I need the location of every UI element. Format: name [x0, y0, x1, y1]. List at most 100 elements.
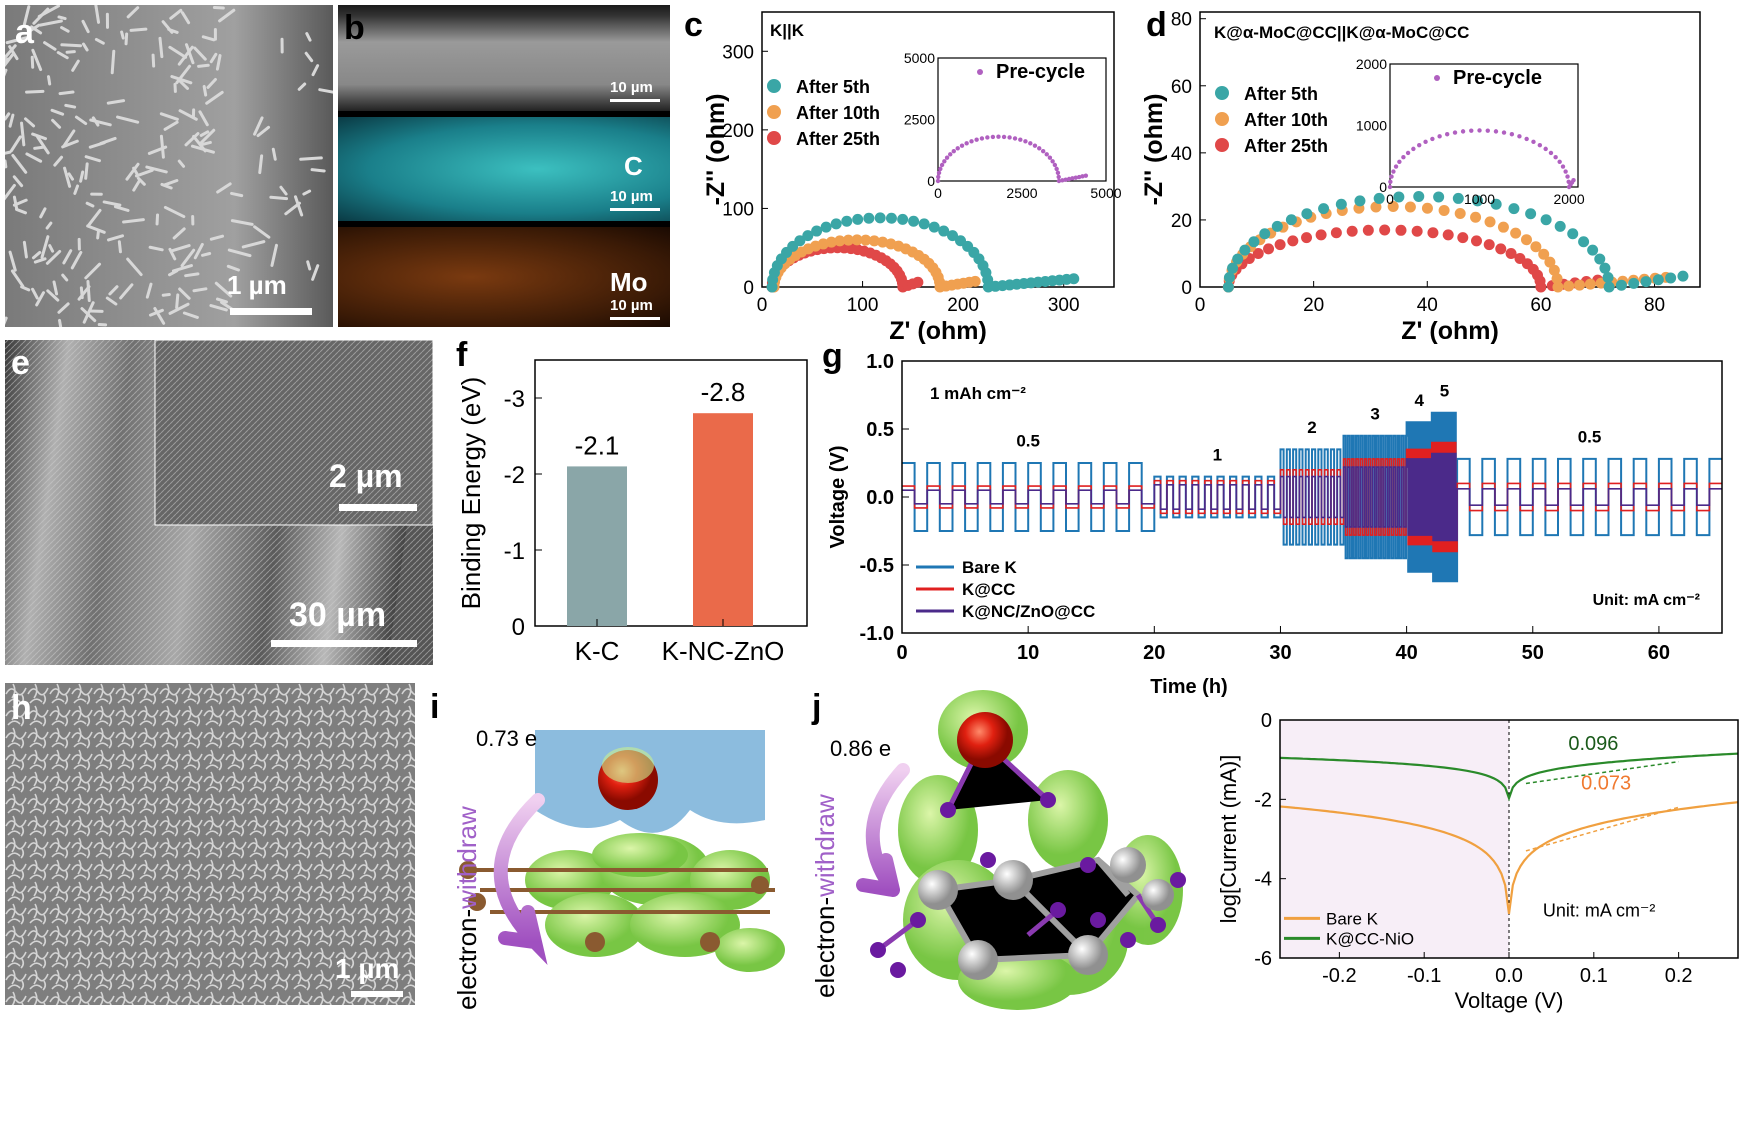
panel-c-label: c [684, 6, 703, 44]
panel-f-bar-chart: f 0 -1 -2 -3 Binding Energy (eV) -2.1 K-C -2.8 K-… [440, 330, 820, 680]
element-label-c: C [624, 151, 643, 181]
legend-marker [1215, 138, 1229, 152]
y-tick-label: 40 [1171, 144, 1192, 165]
y-tick-label: -1.0 [860, 623, 894, 645]
data-point [1223, 272, 1235, 284]
y-tick-label: 300 [722, 42, 754, 63]
data-point [863, 212, 875, 224]
data-point [1525, 208, 1537, 220]
scale-text-h: 1 µm [335, 953, 400, 984]
data-point [1083, 173, 1089, 178]
scale-text-b3: 10 µm [610, 297, 653, 314]
data-point [1444, 132, 1450, 137]
data-point [1615, 279, 1627, 291]
plot-frame [1199, 11, 1701, 288]
data-point [1520, 234, 1532, 246]
data-point [1485, 128, 1490, 133]
data-point [1497, 221, 1509, 233]
data-point [1554, 220, 1566, 232]
data-point [1395, 224, 1407, 236]
data-point [1640, 276, 1652, 288]
data-point [1438, 204, 1450, 216]
x-tick-label: K-NC-ZnO [662, 636, 785, 666]
data-point [1470, 211, 1482, 223]
series-after-5th [766, 212, 1080, 293]
data-point [1052, 162, 1058, 168]
y-tick-label: 0 [512, 614, 525, 641]
scale-bar-e-main [271, 640, 417, 647]
data-point [1560, 164, 1566, 169]
legend-label: Bare K [1326, 909, 1379, 928]
inset-series [935, 134, 1089, 184]
data-point [1460, 129, 1466, 134]
scale-bar-a [230, 308, 312, 315]
data-point [1023, 139, 1028, 144]
data-point [1531, 139, 1536, 145]
data-point [1471, 235, 1483, 247]
data-point [1387, 184, 1393, 190]
data-point [955, 146, 960, 151]
legend-marker [1215, 112, 1229, 126]
legend-marker [767, 79, 781, 93]
data-point [1370, 201, 1382, 213]
inset-y-tick-label: 0 [927, 173, 935, 189]
data-point [1524, 136, 1529, 142]
data-point [1430, 136, 1435, 142]
x-axis-label: Voltage (V) [1455, 988, 1564, 1013]
data-point [1227, 262, 1239, 274]
data-point [1517, 134, 1522, 139]
k-atom-j [957, 712, 1013, 768]
data-point [1397, 159, 1402, 164]
inset-y-tick-label: 2000 [1356, 56, 1387, 72]
data-point [1391, 169, 1396, 174]
data-point [1510, 227, 1522, 239]
x-axis-label: Z' (ohm) [1401, 317, 1499, 345]
legend-marker [1215, 86, 1229, 100]
data-point [885, 212, 897, 224]
data-point [1405, 150, 1411, 156]
data-point [1530, 241, 1542, 253]
y-tick-label: -1 [504, 538, 525, 565]
data-point [1477, 128, 1482, 133]
plot-frame [534, 359, 808, 627]
legend-label: After 25th [1244, 136, 1328, 156]
structure-j [856, 690, 1186, 1010]
x-tick-label: -0.1 [1407, 965, 1441, 987]
data-point [1493, 129, 1499, 134]
data-point [842, 234, 854, 246]
charge-text-i: 0.73 e [476, 726, 538, 751]
panel-h-label: h [11, 689, 32, 727]
inset-y-tick-label: 2500 [904, 112, 935, 128]
data-point [1490, 198, 1502, 210]
data-point [918, 218, 930, 230]
data-point [1427, 227, 1439, 239]
data-point [1055, 170, 1061, 176]
data-point [897, 213, 909, 225]
chart-title: K||K [770, 21, 805, 40]
data-point [1563, 169, 1568, 174]
rate-label: 3 [1370, 404, 1379, 423]
data-point [1553, 155, 1558, 160]
data-point [874, 212, 886, 224]
data-point [1557, 159, 1562, 164]
inset-x-tick-label: 0 [934, 185, 942, 201]
data-point [947, 230, 959, 242]
data-point [1076, 174, 1082, 180]
scale-bar-b2 [610, 208, 660, 211]
scale-text-e-inset: 2 µm [329, 458, 403, 494]
rate-label: 2 [1307, 418, 1316, 437]
chart-f-svg: f 0 -1 -2 -3 Binding Energy (eV) -2.1 K-C -2.8 K-… [456, 336, 808, 666]
tafel-fit-green [1525, 760, 1679, 785]
data-point [1401, 155, 1406, 160]
x-tick-label: 0.2 [1665, 965, 1693, 987]
data-point [851, 234, 863, 246]
y-tick-label: 200 [722, 121, 754, 142]
panel-h-sem-image: h 1 µm [5, 683, 415, 1005]
y-tick-label: 0 [1181, 278, 1192, 299]
y-tick-label: 0 [1261, 710, 1272, 732]
inset-legend-label: Pre-cycle [1453, 67, 1542, 89]
y-axis-label: -Z'' (ohm) [1140, 94, 1168, 206]
y-tick-label: -2 [504, 462, 525, 489]
data-point [852, 213, 864, 225]
